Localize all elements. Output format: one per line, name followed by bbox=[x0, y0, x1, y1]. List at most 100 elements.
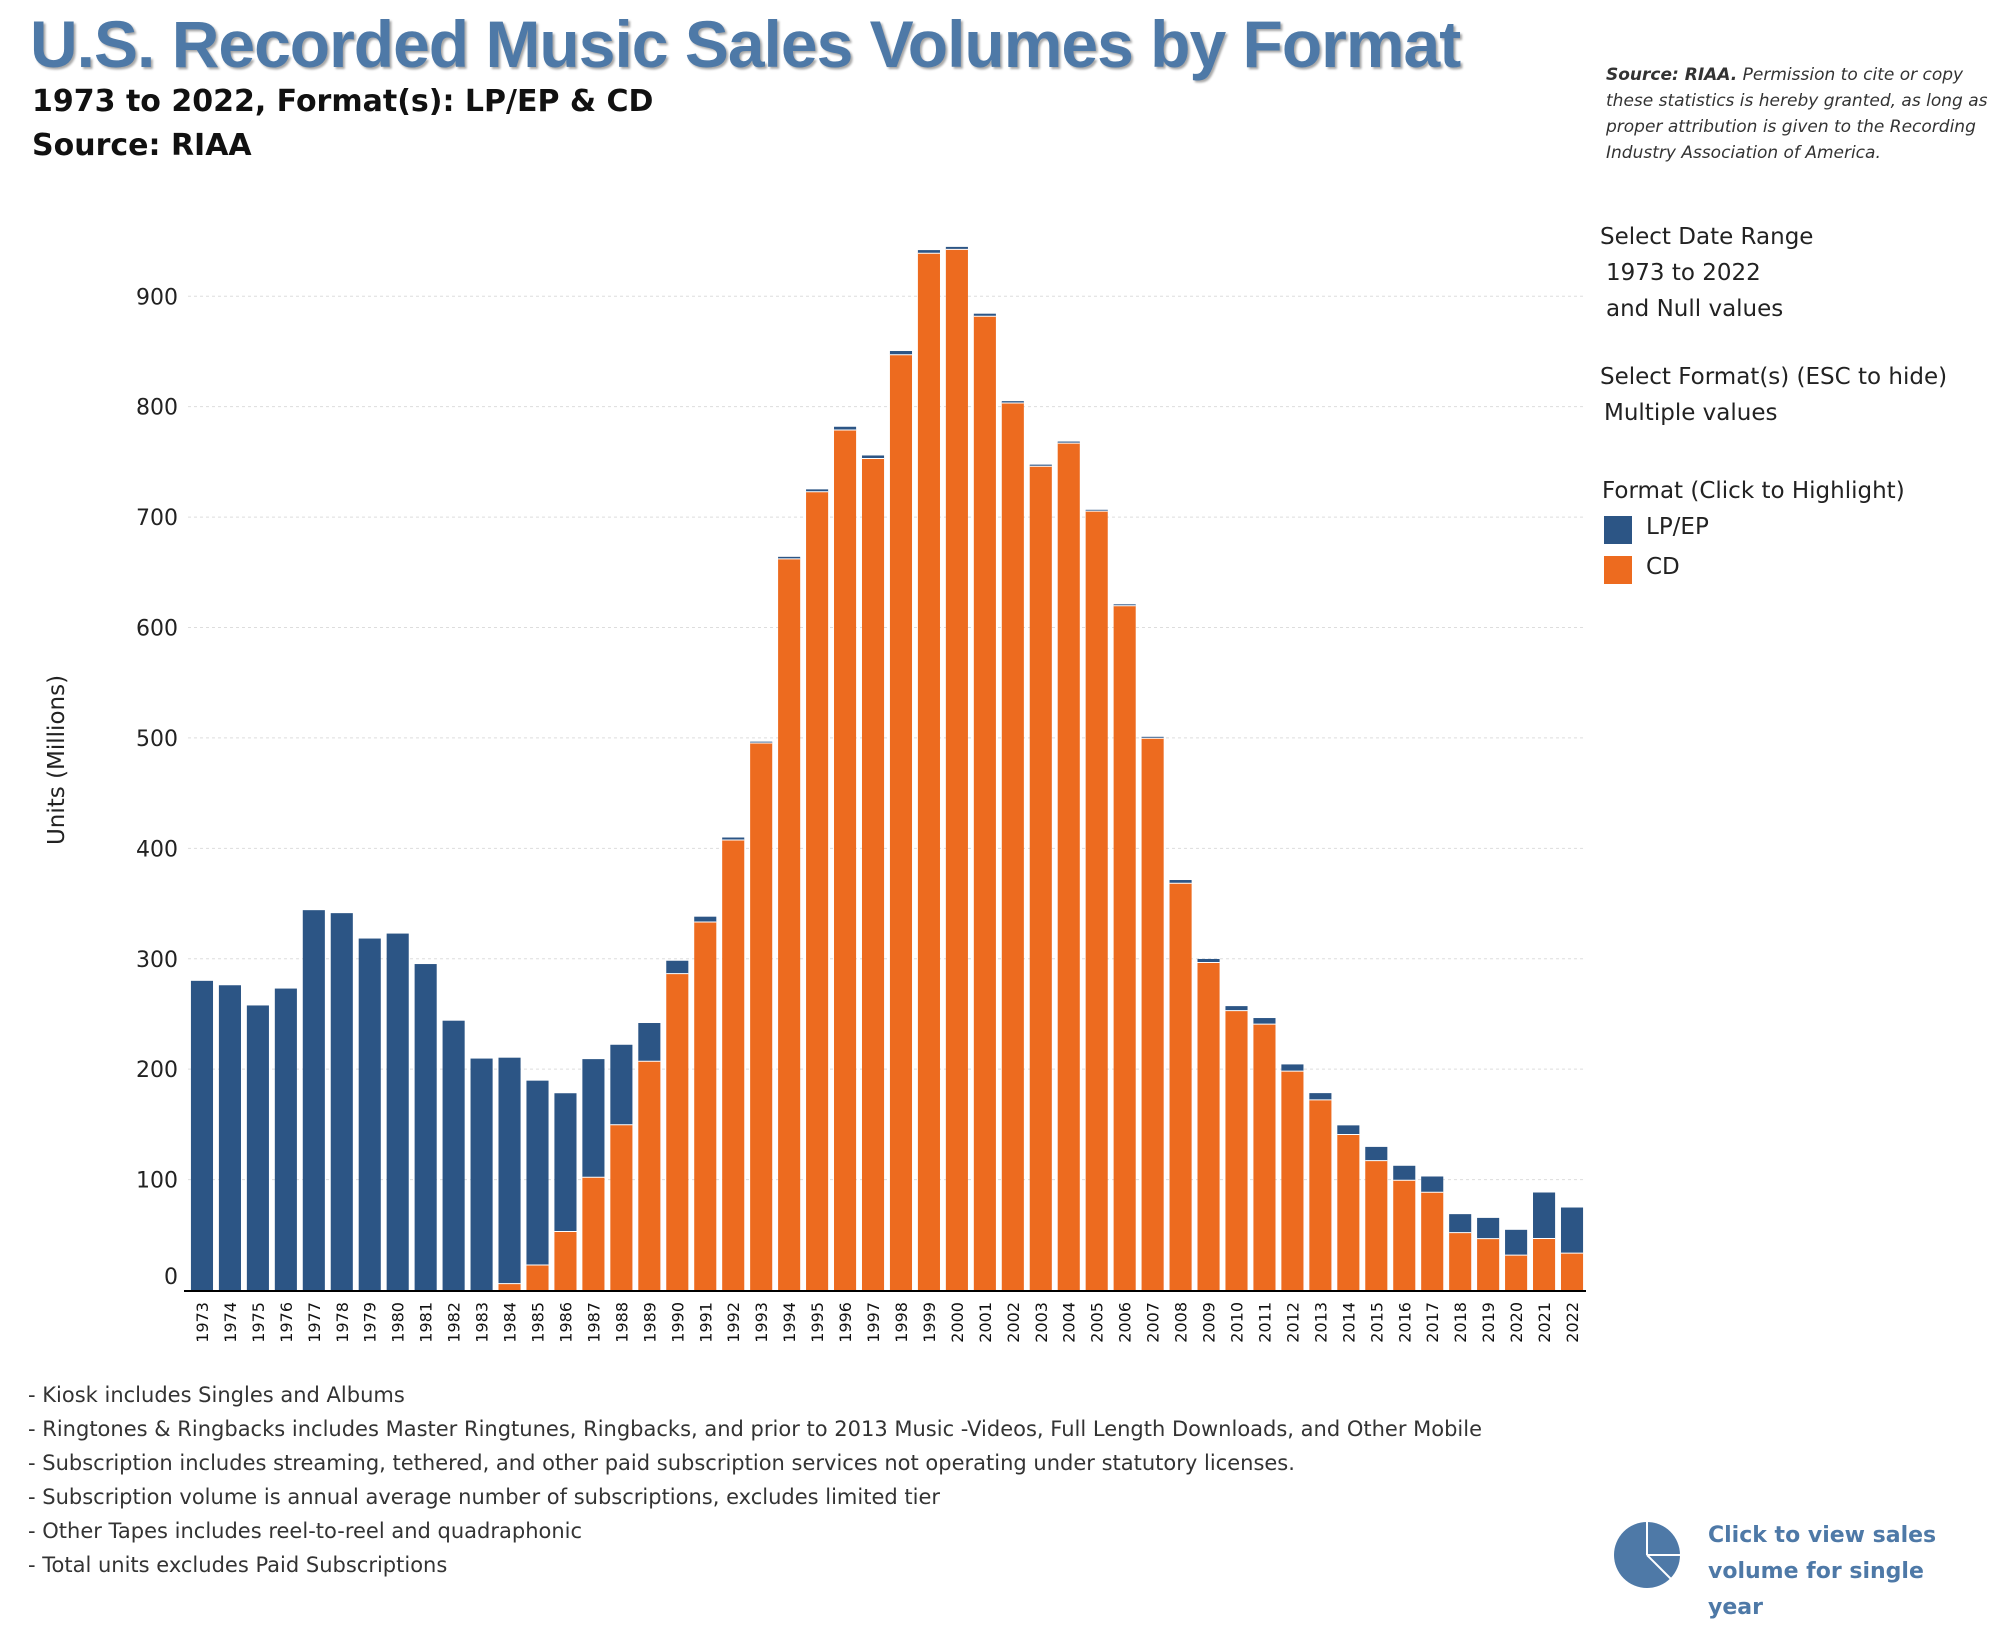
bar-lp-ep-1998[interactable] bbox=[889, 351, 913, 355]
bar-lp-ep-1994[interactable] bbox=[778, 556, 801, 559]
bar-cd-1985[interactable] bbox=[526, 1265, 549, 1290]
bar-cd-2008[interactable] bbox=[1169, 883, 1192, 1290]
bar-cd-1991[interactable] bbox=[694, 921, 717, 1290]
bar-cd-2004[interactable] bbox=[1057, 443, 1080, 1291]
bar-cd-1988[interactable] bbox=[610, 1124, 633, 1290]
format-filter-value[interactable]: Multiple values bbox=[1604, 400, 1778, 426]
bar-cd-2017[interactable] bbox=[1421, 1192, 1444, 1290]
bars[interactable] bbox=[190, 246, 1584, 1291]
bar-cd-1993[interactable] bbox=[750, 742, 773, 1290]
bar-cd-2019[interactable] bbox=[1477, 1238, 1500, 1290]
bar-lp-ep-1997[interactable] bbox=[861, 455, 885, 459]
bar-lp-ep-2013[interactable] bbox=[1309, 1093, 1332, 1100]
bar-lp-ep-1976[interactable] bbox=[274, 988, 297, 1290]
bar-cd-2003[interactable] bbox=[1029, 466, 1052, 1291]
bar-lp-ep-1984[interactable] bbox=[498, 1057, 521, 1284]
bar-lp-ep-2002[interactable] bbox=[1001, 401, 1024, 404]
bar-lp-ep-2016[interactable] bbox=[1393, 1165, 1416, 1181]
bar-cd-2021[interactable] bbox=[1533, 1238, 1556, 1290]
bar-lp-ep-2012[interactable] bbox=[1281, 1064, 1304, 1072]
bar-lp-ep-2022[interactable] bbox=[1560, 1207, 1584, 1254]
bar-lp-ep-1999[interactable] bbox=[917, 250, 940, 254]
x-tick-label: 1985 bbox=[529, 1302, 548, 1343]
bar-cd-2020[interactable] bbox=[1505, 1255, 1528, 1290]
bar-lp-ep-1974[interactable] bbox=[218, 985, 241, 1290]
bar-cd-2014[interactable] bbox=[1337, 1134, 1360, 1290]
bar-cd-1996[interactable] bbox=[834, 429, 857, 1290]
bar-cd-2012[interactable] bbox=[1281, 1071, 1304, 1290]
bar-lp-ep-2001[interactable] bbox=[973, 313, 996, 317]
bar-lp-ep-1982[interactable] bbox=[442, 1020, 465, 1290]
footnote: - Other Tapes includes reel-to-reel and … bbox=[28, 1519, 583, 1543]
bar-cd-2013[interactable] bbox=[1309, 1099, 1332, 1290]
bar-cd-2001[interactable] bbox=[973, 316, 996, 1290]
bar-cd-2002[interactable] bbox=[1001, 403, 1024, 1290]
bar-lp-ep-2015[interactable] bbox=[1365, 1146, 1388, 1161]
single-year-link[interactable]: Click to view sales volume for single ye… bbox=[1612, 1518, 1972, 1620]
bar-cd-2011[interactable] bbox=[1253, 1024, 1276, 1290]
bar-lp-ep-1993[interactable] bbox=[750, 741, 773, 743]
bar-cd-1990[interactable] bbox=[666, 973, 689, 1290]
bar-lp-ep-2006[interactable] bbox=[1113, 604, 1136, 606]
bar-lp-ep-1989[interactable] bbox=[638, 1023, 661, 1062]
bar-cd-1995[interactable] bbox=[806, 491, 829, 1290]
bar-cd-1989[interactable] bbox=[638, 1061, 661, 1290]
bar-cd-1997[interactable] bbox=[861, 458, 885, 1290]
bar-cd-2015[interactable] bbox=[1365, 1160, 1388, 1290]
bar-lp-ep-1986[interactable] bbox=[554, 1093, 577, 1232]
bar-lp-ep-2004[interactable] bbox=[1057, 441, 1080, 444]
x-tick-label: 2022 bbox=[1563, 1302, 1582, 1343]
bar-lp-ep-2003[interactable] bbox=[1029, 464, 1052, 467]
bar-cd-2018[interactable] bbox=[1449, 1232, 1472, 1290]
bar-cd-2000[interactable] bbox=[945, 249, 968, 1291]
bar-lp-ep-2017[interactable] bbox=[1421, 1176, 1444, 1193]
bar-cd-1987[interactable] bbox=[582, 1177, 605, 1290]
bar-lp-ep-2011[interactable] bbox=[1253, 1018, 1276, 1025]
bar-lp-ep-1996[interactable] bbox=[834, 426, 857, 430]
x-tick-label: 2015 bbox=[1367, 1302, 1386, 1343]
bar-lp-ep-1975[interactable] bbox=[246, 1005, 269, 1290]
bar-cd-2007[interactable] bbox=[1141, 738, 1164, 1290]
bar-lp-ep-1978[interactable] bbox=[330, 913, 353, 1290]
bar-lp-ep-1983[interactable] bbox=[470, 1058, 493, 1290]
date-range-value[interactable]: 1973 to 2022 bbox=[1606, 260, 1761, 286]
bar-lp-ep-1991[interactable] bbox=[694, 916, 717, 922]
bar-cd-2016[interactable] bbox=[1393, 1180, 1416, 1290]
bar-cd-1994[interactable] bbox=[778, 558, 801, 1290]
bar-lp-ep-2009[interactable] bbox=[1197, 958, 1220, 963]
bar-cd-1986[interactable] bbox=[554, 1231, 577, 1290]
bar-lp-ep-1973[interactable] bbox=[190, 980, 214, 1290]
bar-cd-2009[interactable] bbox=[1197, 962, 1220, 1290]
bar-lp-ep-2005[interactable] bbox=[1085, 509, 1108, 512]
bar-lp-ep-2019[interactable] bbox=[1477, 1217, 1500, 1239]
bar-cd-1984[interactable] bbox=[498, 1283, 521, 1290]
bar-lp-ep-2018[interactable] bbox=[1449, 1214, 1472, 1233]
bar-cd-1992[interactable] bbox=[722, 840, 745, 1290]
bar-lp-ep-2021[interactable] bbox=[1533, 1192, 1556, 1239]
bar-lp-ep-2000[interactable] bbox=[945, 246, 968, 250]
bar-cd-2010[interactable] bbox=[1225, 1010, 1248, 1290]
date-range-null-value[interactable]: and Null values bbox=[1606, 296, 1784, 322]
bar-lp-ep-1980[interactable] bbox=[386, 933, 409, 1290]
bar-lp-ep-1992[interactable] bbox=[722, 837, 745, 841]
bar-cd-1999[interactable] bbox=[917, 253, 940, 1291]
bar-lp-ep-2010[interactable] bbox=[1225, 1006, 1248, 1011]
bar-cd-2022[interactable] bbox=[1560, 1253, 1584, 1290]
bar-lp-ep-1995[interactable] bbox=[806, 489, 829, 492]
bar-lp-ep-2007[interactable] bbox=[1141, 736, 1164, 739]
bar-lp-ep-1987[interactable] bbox=[582, 1059, 605, 1178]
legend-swatch-cd bbox=[1604, 556, 1632, 584]
bar-lp-ep-2014[interactable] bbox=[1337, 1125, 1360, 1135]
bar-lp-ep-1985[interactable] bbox=[526, 1080, 549, 1266]
bar-cd-1998[interactable] bbox=[889, 354, 913, 1290]
bar-lp-ep-2020[interactable] bbox=[1505, 1229, 1528, 1256]
bar-lp-ep-1981[interactable] bbox=[414, 964, 437, 1290]
bar-lp-ep-1979[interactable] bbox=[358, 938, 381, 1290]
bar-cd-2005[interactable] bbox=[1085, 511, 1108, 1290]
bar-lp-ep-1990[interactable] bbox=[666, 960, 689, 974]
bar-lp-ep-2008[interactable] bbox=[1169, 880, 1192, 884]
bar-cd-2006[interactable] bbox=[1113, 605, 1136, 1290]
bar-lp-ep-1977[interactable] bbox=[302, 910, 325, 1290]
bar-lp-ep-1988[interactable] bbox=[610, 1044, 633, 1125]
y-tick-label: 100 bbox=[136, 1169, 178, 1194]
